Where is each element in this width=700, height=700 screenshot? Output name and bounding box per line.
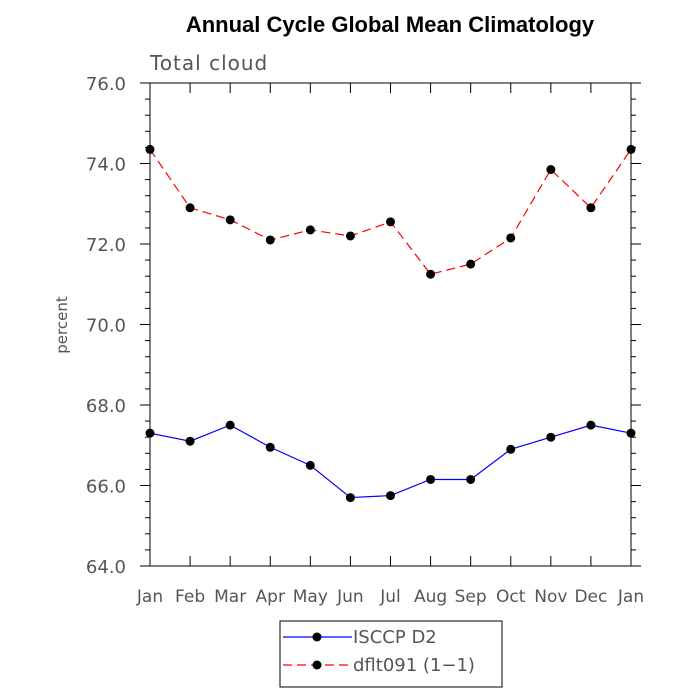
y-tick-label: 76.0 <box>86 74 126 95</box>
y-axis-label: percent <box>53 296 71 354</box>
legend: ISCCP D2 dflt091 (1−1) <box>279 620 503 688</box>
data-point <box>426 269 436 279</box>
x-tick-label: May <box>293 587 328 607</box>
y-tick-label: 68.0 <box>86 396 126 417</box>
legend-frame <box>279 620 503 688</box>
legend-label-1: dflt091 (1−1) <box>353 655 475 676</box>
x-tick-label: Sep <box>455 587 487 607</box>
x-tick-label: Jan <box>617 587 644 607</box>
data-point <box>225 420 235 430</box>
data-point <box>466 259 476 269</box>
x-tick-label: Jan <box>136 587 163 607</box>
data-point <box>466 474 476 484</box>
data-point <box>305 460 315 470</box>
series-layer <box>145 144 636 503</box>
x-tick-label: Aug <box>414 587 447 607</box>
y-tick-label: 64.0 <box>86 557 126 578</box>
data-point <box>305 225 315 235</box>
x-tick-label: Nov <box>534 587 567 607</box>
data-point <box>546 432 556 442</box>
data-point <box>426 474 436 484</box>
chart-subtitle: Total cloud <box>149 51 268 75</box>
data-point <box>586 420 596 430</box>
data-point <box>506 233 516 243</box>
data-point <box>185 203 195 213</box>
legend-marker <box>312 632 322 642</box>
series-line-1 <box>149 149 632 275</box>
x-tick-label: Feb <box>175 587 205 607</box>
x-tick-label: Jul <box>379 587 401 607</box>
legend-marker <box>312 660 322 670</box>
data-point <box>626 428 636 438</box>
legend-label-0: ISCCP D2 <box>353 627 437 648</box>
data-point <box>626 144 636 154</box>
x-tick-label: Mar <box>214 587 246 607</box>
data-point <box>345 493 355 503</box>
data-point <box>265 235 275 245</box>
y-tick-label: 74.0 <box>86 155 126 176</box>
data-point <box>386 217 395 227</box>
data-point <box>546 165 556 175</box>
x-tick-label: Dec <box>574 587 607 607</box>
data-point <box>225 215 235 225</box>
data-point <box>145 428 155 438</box>
x-axis: Jan Feb Mar Apr May Jun Jul Aug Sep Oct Nov Dec Jan <box>136 83 644 607</box>
y-tick-label: 66.0 <box>86 477 126 498</box>
data-point <box>506 444 516 454</box>
x-tick-label: Apr <box>256 587 285 607</box>
x-tick-label: Jun <box>336 587 364 607</box>
data-point <box>265 442 275 452</box>
series-line-0 <box>149 424 632 499</box>
data-point <box>145 144 155 154</box>
data-point <box>386 491 395 501</box>
y-tick-label: 72.0 <box>86 235 126 256</box>
data-point <box>345 231 355 241</box>
y-axis: 64.0 66.0 68.0 70.0 72.0 74.0 76.0 <box>86 74 641 578</box>
data-point <box>586 203 596 213</box>
x-tick-label: Oct <box>496 587 526 607</box>
data-point <box>185 436 195 446</box>
chart-title: Annual Cycle Global Mean Climatology <box>186 12 595 37</box>
y-tick-label: 70.0 <box>86 316 126 337</box>
